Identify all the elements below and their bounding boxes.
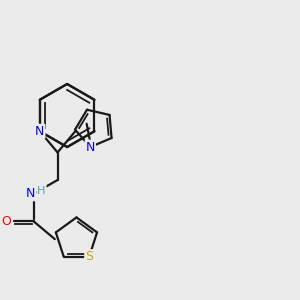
Text: N: N bbox=[26, 187, 35, 200]
Text: N: N bbox=[35, 125, 44, 138]
Text: H: H bbox=[38, 186, 46, 196]
Text: N: N bbox=[85, 141, 95, 154]
Text: O: O bbox=[1, 215, 11, 228]
Text: S: S bbox=[85, 250, 93, 263]
